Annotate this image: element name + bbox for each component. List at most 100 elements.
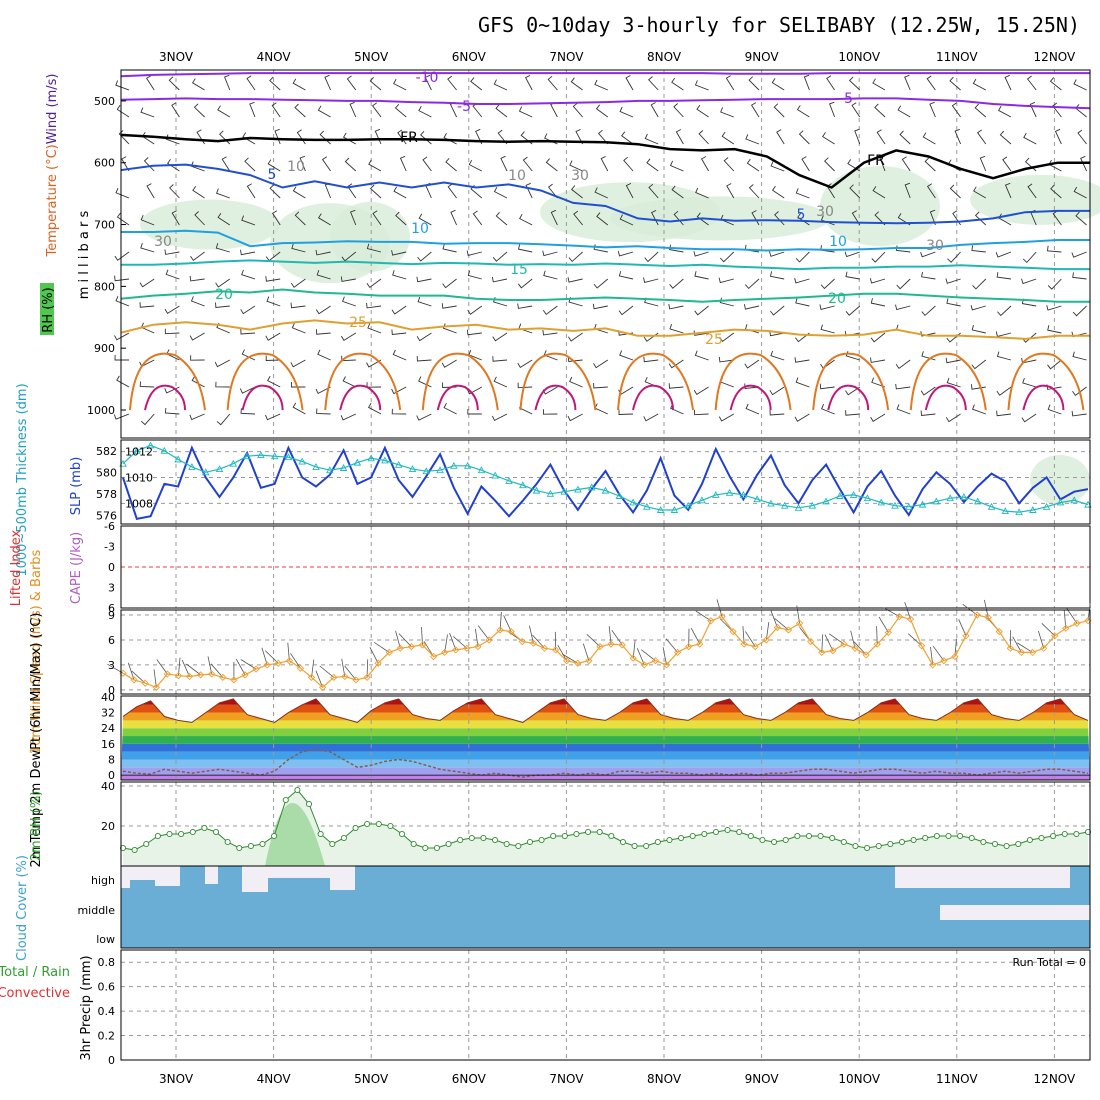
wind10m-point	[629, 654, 637, 662]
wind10m-point	[574, 659, 582, 667]
contour-label: 25	[349, 315, 367, 331]
wind10m-point	[197, 671, 205, 679]
wind-barb	[417, 251, 432, 262]
wind-barb	[570, 185, 583, 199]
temp-band	[121, 698, 1090, 705]
wind10m-barb	[770, 610, 778, 628]
yaxis-thickness: 1000~500mb Thickness (dm)	[15, 383, 30, 576]
wind10m-point	[940, 657, 948, 665]
contour-FR	[120, 133, 1090, 189]
contour-label: -5	[839, 91, 853, 107]
thickness-point	[339, 464, 348, 471]
wind-barb	[904, 74, 911, 91]
wind-barb	[829, 101, 836, 118]
wind-barb	[872, 186, 886, 199]
wind-barb	[418, 213, 432, 226]
wind10m-barb	[240, 659, 257, 670]
rh-point	[282, 796, 289, 804]
run-total: Run Total = 0	[1013, 956, 1087, 969]
wind-barb	[694, 271, 709, 280]
wind-barb	[673, 103, 684, 118]
rh-point	[143, 840, 150, 848]
wind-barb	[242, 132, 256, 145]
wind-barb	[194, 211, 205, 226]
wind10m-barb	[904, 601, 911, 620]
contour-35-loop	[339, 384, 382, 411]
wind-barb	[171, 210, 180, 226]
wind-barb	[369, 184, 382, 199]
contour-30-loop	[421, 352, 499, 411]
wind-barb	[495, 212, 508, 226]
contour-label: -5	[457, 99, 471, 115]
thickness-point	[201, 468, 210, 476]
wind-barb	[192, 186, 205, 199]
wind-barb	[696, 104, 709, 118]
wind10m-point	[1073, 619, 1081, 627]
wind-barb	[996, 351, 1012, 361]
rh-point	[957, 832, 964, 840]
wind-barb	[970, 304, 986, 311]
wind-barb	[920, 386, 936, 396]
wind-barb	[366, 278, 382, 289]
wind-barb	[1047, 359, 1062, 370]
wind-barb	[945, 413, 961, 423]
rh-point	[189, 828, 196, 836]
wind10m-barb	[774, 618, 789, 631]
temp-band	[121, 720, 1090, 729]
wind-barb	[216, 413, 231, 426]
wind-barb	[573, 210, 583, 226]
thickness-point	[877, 498, 885, 506]
rh-point	[782, 836, 789, 844]
wind-barb	[973, 186, 987, 199]
panel-precip: 0 0.2 0.4 0.6 0.8 Run Total = 0 3hr Precip (mm…	[0, 949, 1091, 1067]
wind-barb	[424, 74, 432, 91]
wind-barb	[367, 402, 382, 415]
wind-barb	[393, 78, 407, 91]
wind10m-barb	[690, 628, 701, 645]
rh-point	[271, 832, 278, 840]
wind10m-barb	[665, 638, 678, 653]
wind-barb	[996, 410, 1012, 417]
wind-barb	[466, 329, 482, 336]
ytick-cloud: low	[96, 933, 115, 946]
wind-barb	[920, 410, 936, 416]
rh-point	[643, 842, 650, 850]
wind10m-point	[729, 627, 737, 636]
wind10m-barb	[344, 665, 357, 681]
wind-barb	[139, 302, 155, 308]
wind10m-point	[807, 637, 815, 646]
wind-barb	[669, 278, 684, 289]
wind-barb	[694, 350, 709, 361]
wind-barb	[492, 356, 508, 362]
ytick-temp: 40	[101, 691, 115, 704]
rh-point	[805, 832, 813, 840]
yaxis-wind10m: 10m Wind Speed (m/s) & Barbs	[29, 549, 44, 754]
wind-barb	[392, 349, 407, 361]
cloud-gap	[1070, 905, 1090, 912]
wind-barb	[542, 250, 558, 257]
wind-barb	[416, 332, 432, 342]
wind-barb	[290, 381, 306, 388]
rh-point	[945, 832, 952, 840]
wind-barb	[442, 243, 457, 253]
rh-point	[910, 836, 917, 844]
wind10m-barb	[636, 648, 645, 666]
wind10m-point	[851, 644, 859, 652]
wind-barb	[324, 74, 332, 91]
wind-barb	[949, 76, 961, 91]
wind-barb	[668, 359, 684, 369]
contour-35-loop	[241, 384, 284, 411]
wind-barb	[619, 106, 634, 118]
wind10m-point	[263, 661, 271, 669]
day-label-bottom: 7NOV	[549, 1072, 584, 1086]
rh-point	[305, 800, 313, 808]
wind-barb	[467, 305, 483, 315]
wind-barb	[190, 355, 205, 361]
wind-barb	[848, 76, 861, 91]
thickness-point	[298, 457, 306, 465]
rh-shade	[140, 199, 280, 250]
contour-label: FR	[867, 153, 885, 169]
wind-barb	[215, 278, 231, 288]
ytick-slp: 1008	[125, 497, 153, 510]
rh-point	[364, 820, 371, 828]
